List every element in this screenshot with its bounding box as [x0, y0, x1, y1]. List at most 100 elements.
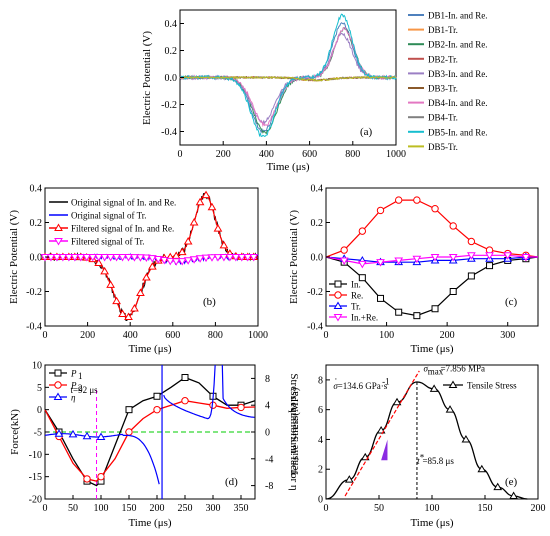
panel-c: 0 100 200 300 -0.4 -0.2 0.0 0.2 0.4 (c) Time (μs…	[288, 184, 539, 355]
y-tick-label: 0.2	[30, 218, 43, 229]
annotation-t: t	[417, 456, 420, 466]
panel-d-y2label: Stress equilibrium factor η	[288, 373, 300, 491]
data-point-filtered-tr	[207, 254, 217, 262]
data-point-filtered-in-re	[207, 202, 217, 211]
legend-entry: In.	[351, 280, 361, 290]
data-point-filtered-in-re	[177, 247, 187, 256]
legend-entry: Filtered signal of In. and Re.	[71, 224, 174, 234]
data-point	[509, 491, 518, 500]
legend-marker	[334, 291, 342, 299]
y-tick-label: -20	[29, 495, 42, 506]
legend-entry: P	[70, 369, 77, 379]
panel-a-series	[179, 13, 397, 138]
data-point	[445, 405, 455, 413]
data-point	[358, 227, 367, 235]
data-point-filtered-tr	[88, 254, 98, 262]
data-point-filtered-tr	[243, 254, 253, 262]
y-tick-label: 6	[318, 405, 323, 416]
data-point	[413, 312, 421, 320]
data-point-filtered-tr	[136, 254, 145, 262]
data-point	[83, 475, 91, 483]
y-tick-label: 0.0	[30, 253, 43, 264]
legend-entry: DB1-Tr.	[428, 25, 458, 35]
data-point	[153, 392, 161, 400]
data-point-filtered-tr	[130, 254, 139, 262]
data-point-filtered-in-re	[213, 224, 223, 232]
data-point	[467, 272, 475, 280]
slope-triangle	[381, 439, 388, 461]
legend-entry: Tensile Stress	[467, 381, 517, 391]
x-tick-label: 100	[94, 503, 109, 514]
x-tick-label: 800	[208, 330, 223, 341]
legend-entry: DB2-In. and Re.	[428, 40, 488, 50]
y-tick-label: 0.4	[311, 184, 324, 195]
y-tick-label: 0	[37, 405, 42, 416]
data-point-filtered-tr	[183, 257, 193, 265]
data-point-filtered-tr	[52, 254, 62, 262]
panel-d-ticks: 0 50 100 150 200 250 300 350-20-15-10-50510-8-4…	[29, 361, 274, 515]
data-point	[357, 260, 367, 269]
legend-entry: DB2-Tr.	[428, 54, 458, 64]
legend-marker	[54, 381, 62, 389]
y-tick-label: -15	[29, 472, 42, 483]
legend-entry: Filtered signal of Tr.	[71, 237, 145, 247]
annotation-rate-value: =134.6 GPa·s	[338, 381, 388, 391]
y-tick-label: 0.4	[165, 19, 178, 30]
x-tick-label: 1000	[248, 330, 268, 341]
data-point-filtered-tr	[219, 254, 229, 262]
panel-b-ylabel: Electric Potential (V)	[8, 210, 20, 304]
data-point-filtered-tr	[189, 256, 199, 264]
panel-b-ticks: 0 200 400 600 800 1000 -0.4 -0.2 0.0 0.2 0.4	[26, 184, 268, 342]
legend-marker	[448, 380, 458, 388]
series-line-db5-tr-	[179, 75, 397, 82]
data-point-filtered-tr	[94, 254, 104, 262]
panel-c-series	[325, 196, 539, 320]
panel-e-label: (e)	[505, 476, 518, 488]
panel-b-series	[40, 190, 259, 322]
series-line-db2-in-and-re-	[179, 27, 397, 135]
y-tick-label: 5	[37, 383, 42, 394]
panel-c-xlabel: Time (μs)	[410, 343, 453, 355]
legend-marker	[54, 369, 62, 377]
data-point	[394, 257, 404, 265]
panel-a: 0 200 400 600 800 1000 -0.4 -0.2 0.0 0.2 0.4 (a) T…	[141, 9, 488, 173]
annotation-sigma: σ	[424, 364, 429, 374]
data-point-filtered-in-re	[195, 197, 205, 206]
legend-entry: η	[71, 393, 76, 403]
series-line-tensile-stress	[325, 381, 528, 500]
legend-marker	[333, 314, 343, 322]
data-point-filtered-in-re	[100, 266, 110, 275]
data-point-eta	[96, 432, 106, 440]
data-point	[413, 196, 421, 204]
panel-b-legend: Original signal of In. and Re. Original s…	[49, 198, 176, 247]
x-tick-label: 300	[500, 330, 515, 341]
x-tick-label: 0	[178, 149, 183, 160]
data-point-eta	[54, 429, 64, 437]
panel-d-series: t=92 μs	[44, 365, 256, 499]
data-point	[486, 262, 494, 270]
y-tick-label: 0.2	[311, 218, 324, 229]
data-point	[376, 259, 385, 267]
x-tick-label: 200	[80, 330, 95, 341]
y-tick-label: 0	[318, 495, 323, 506]
data-point-filtered-in-re	[147, 262, 157, 270]
x-tick-label: 200	[216, 149, 231, 160]
annotation-t-value: =85.8 μs	[422, 456, 454, 466]
annotation-label: t=92 μs	[71, 385, 99, 395]
panel-a-ylabel: Electric Potential (V)	[141, 31, 153, 125]
y2-tick-label: 4	[265, 401, 270, 412]
x-tick-label: 0	[43, 503, 48, 514]
data-point-filtered-in-re	[142, 273, 151, 281]
y-tick-label: -0.2	[26, 287, 42, 298]
panel-c-ticks: 0 100 200 300 -0.4 -0.2 0.0 0.2 0.4	[307, 184, 515, 342]
data-point	[412, 255, 422, 264]
annotation-rate-exp: -1	[382, 376, 390, 386]
panel-c-legend: In.Re.Tr.In.+Re.	[329, 280, 378, 323]
data-point-filtered-in-re	[201, 190, 211, 199]
y2-tick-label: -8	[265, 481, 273, 492]
data-point-filtered-in-re	[136, 288, 145, 297]
x-tick-label: 350	[234, 503, 249, 514]
legend-entry: DB3-In. and Re.	[428, 69, 488, 79]
